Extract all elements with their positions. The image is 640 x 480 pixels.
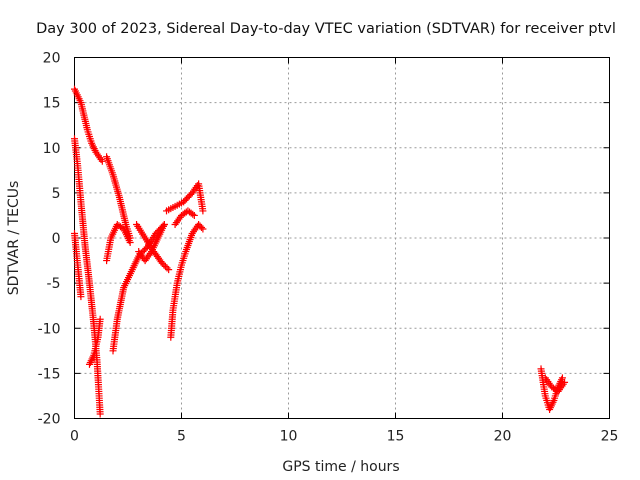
series-track-l bbox=[171, 207, 198, 228]
data-point bbox=[160, 261, 168, 269]
y-tick-label: -10 bbox=[38, 321, 61, 337]
data-point bbox=[165, 266, 173, 274]
y-tick-label: 15 bbox=[43, 96, 61, 112]
data-point bbox=[199, 207, 207, 215]
x-axis-label: GPS time / hours bbox=[282, 459, 399, 475]
data-point bbox=[126, 239, 134, 247]
data-point bbox=[197, 223, 205, 231]
series-track-d bbox=[85, 315, 104, 368]
series-track-c bbox=[71, 229, 85, 301]
x-tick-label: 15 bbox=[387, 429, 405, 445]
y-tick-label: 0 bbox=[52, 231, 61, 247]
y-axis-label: SDTVAR / TECUs bbox=[6, 181, 22, 296]
data-point bbox=[160, 220, 168, 228]
y-tick-label: -5 bbox=[47, 276, 61, 292]
series-track-j bbox=[167, 220, 207, 341]
series-track-f bbox=[103, 220, 134, 265]
data-point bbox=[561, 378, 569, 386]
data-point bbox=[96, 410, 104, 418]
data-point bbox=[189, 210, 197, 218]
data-point bbox=[199, 225, 207, 233]
data-point bbox=[96, 315, 104, 323]
series-track-b bbox=[71, 135, 104, 418]
chart-title: Day 300 of 2023, Sidereal Day-to-day VTE… bbox=[36, 21, 616, 37]
x-tick-label: 20 bbox=[494, 429, 512, 445]
y-tick-label: 10 bbox=[43, 141, 61, 157]
data-point bbox=[158, 259, 166, 267]
series-track-h bbox=[133, 220, 173, 274]
data-point bbox=[161, 262, 169, 270]
x-tick-label: 10 bbox=[280, 429, 298, 445]
series-track-k bbox=[163, 180, 207, 215]
y-tick-label: 20 bbox=[43, 51, 61, 67]
y-tick-label: -20 bbox=[38, 412, 61, 428]
y-tick-label: 5 bbox=[52, 186, 61, 202]
series-track-a bbox=[71, 85, 106, 165]
series-track-n bbox=[541, 374, 569, 395]
y-tick-label: -15 bbox=[38, 366, 61, 382]
y-tick-labels: -20 -15 -10 -5 0 5 10 15 20 bbox=[38, 51, 61, 428]
x-tick-label: 5 bbox=[177, 429, 186, 445]
data-point bbox=[558, 374, 566, 382]
grid-lines bbox=[74, 57, 610, 419]
series-track-i bbox=[135, 220, 168, 265]
x-tick-labels: 0 5 10 15 20 25 bbox=[70, 429, 618, 445]
data-point bbox=[163, 264, 171, 272]
data-point bbox=[190, 211, 198, 219]
series-track-g bbox=[109, 220, 168, 355]
x-tick-label: 25 bbox=[601, 429, 619, 445]
series-track-e bbox=[103, 153, 134, 242]
x-tick-label: 0 bbox=[70, 429, 79, 445]
data-points bbox=[71, 85, 569, 418]
data-point bbox=[77, 293, 85, 301]
